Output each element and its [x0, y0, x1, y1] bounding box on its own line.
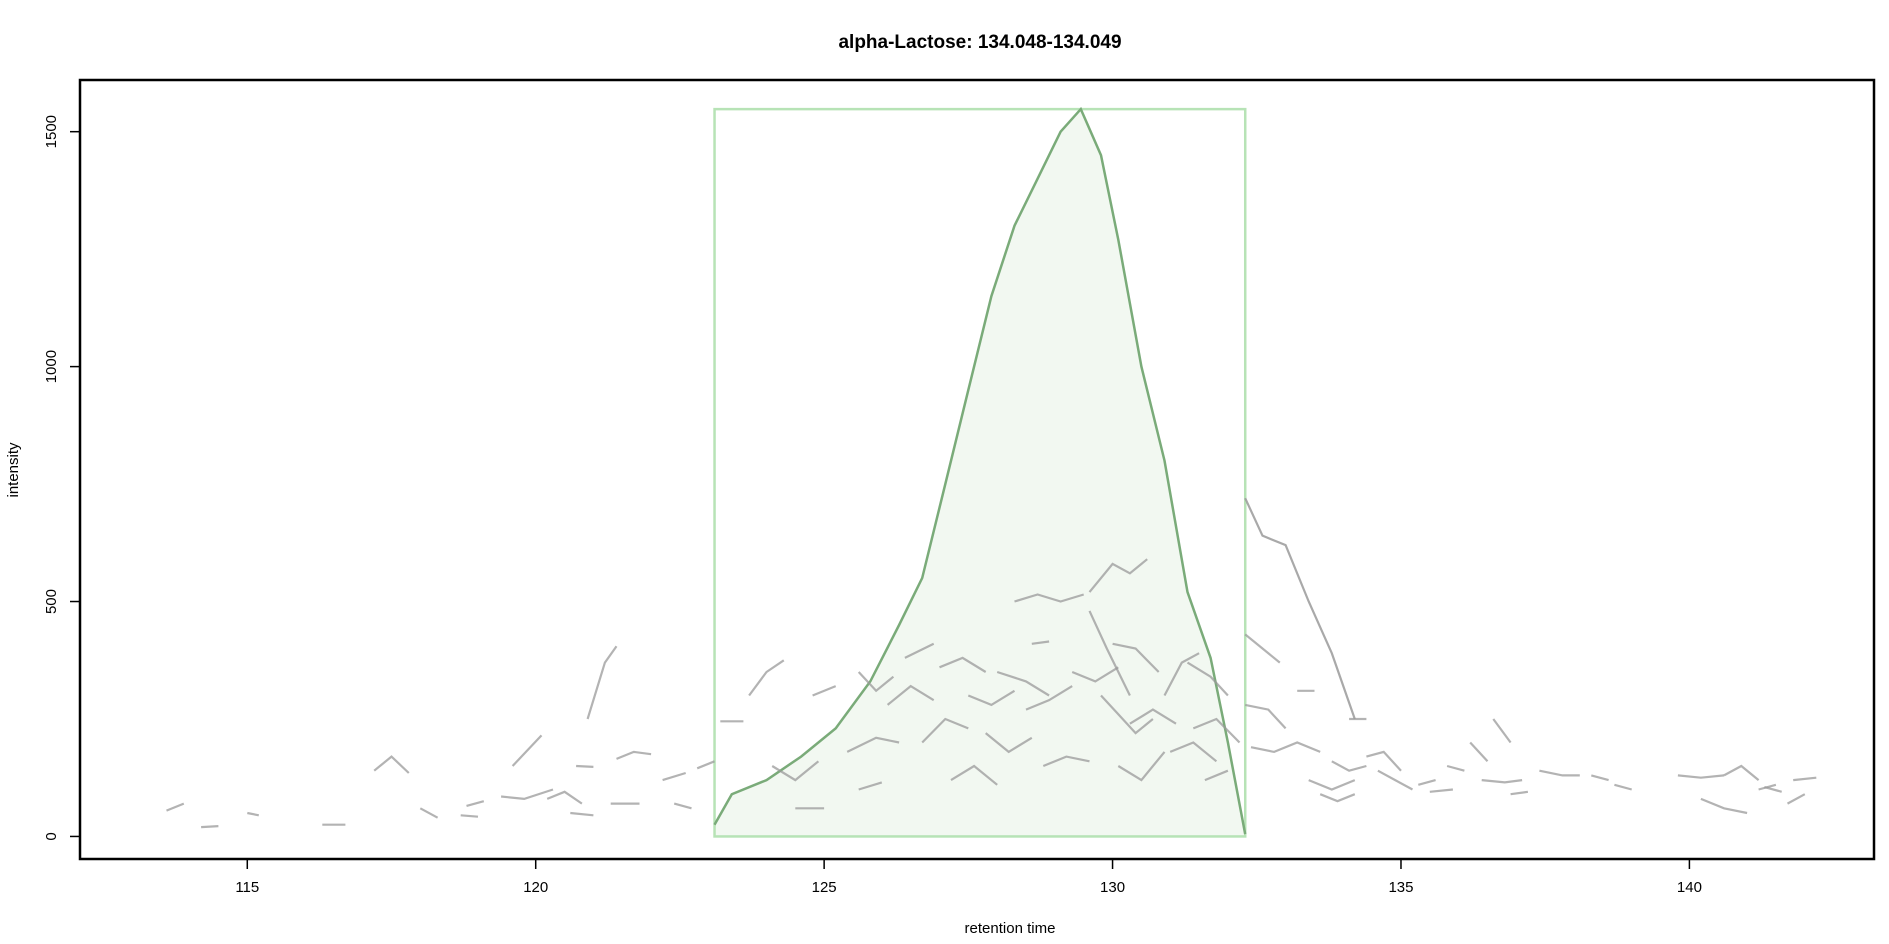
noise-trace	[511, 734, 543, 767]
noise-trace	[996, 670, 1050, 697]
noise-trace	[1244, 703, 1287, 730]
noise-trace	[1031, 640, 1050, 645]
noise-trace	[1163, 652, 1200, 697]
noise-trace	[1677, 774, 1725, 779]
noise-trace	[985, 732, 1033, 754]
noise-trace	[1510, 790, 1529, 796]
x-tick-label: 135	[1388, 879, 1413, 896]
noise-trace	[886, 684, 935, 706]
noise-trace	[1786, 793, 1806, 805]
y-tick-label: 500	[43, 589, 60, 614]
noise-trace	[1088, 610, 1131, 696]
noise-trace	[576, 764, 594, 768]
noise-trace	[1418, 779, 1436, 786]
noise-trace	[419, 807, 439, 819]
peak-line	[713, 106, 1247, 835]
noise-trace	[1446, 764, 1465, 772]
noise-trace	[1088, 558, 1148, 593]
x-tick-label: 115	[235, 879, 259, 896]
noise-trace	[1492, 718, 1512, 744]
noise-trace	[662, 771, 687, 782]
noise-trace	[1366, 750, 1402, 772]
noise-trace	[939, 656, 987, 673]
noise-trace	[460, 814, 479, 818]
noise-trace	[373, 755, 410, 774]
noise-trace	[1204, 769, 1229, 782]
noise-trace	[1014, 593, 1085, 603]
y-tick-label: 1000	[43, 350, 60, 383]
noise-trace	[1100, 694, 1154, 735]
noise-trace	[1469, 741, 1489, 763]
noise-trace	[1793, 776, 1817, 782]
noise-trace	[1112, 642, 1160, 673]
noise-trace	[1186, 661, 1229, 697]
y-tick-label: 0	[43, 832, 60, 840]
x-axis: 115 120 125 130 135 140	[235, 858, 1702, 896]
noise-trace	[1308, 779, 1356, 791]
noise-trace	[466, 800, 485, 807]
noise-trace	[904, 642, 935, 659]
noise-trace	[546, 790, 583, 805]
noise-trace	[1614, 783, 1632, 791]
noise-trace	[1429, 788, 1454, 793]
noise-trace	[201, 825, 219, 829]
noise-trace	[846, 736, 900, 753]
noise-trace	[1319, 793, 1356, 803]
x-tick-label: 120	[523, 879, 548, 896]
noise-trace	[570, 811, 594, 817]
noise-trace	[812, 685, 837, 697]
noise-traces-layer	[166, 497, 1817, 829]
noise-trace	[1129, 708, 1177, 725]
noise-trace	[1723, 764, 1760, 781]
noise-trace	[1192, 717, 1241, 744]
noise-trace	[673, 802, 692, 810]
noise-trace	[1071, 666, 1119, 683]
chart-title: alpha-Lactose: 134.048-134.049	[838, 32, 1121, 53]
noise-trace	[166, 802, 185, 812]
noise-trace	[1042, 755, 1090, 768]
noise-trace	[950, 764, 998, 786]
noise-trace	[771, 760, 820, 782]
noise-trace	[500, 788, 554, 801]
noise-trace	[616, 750, 652, 760]
noise-trace	[857, 671, 895, 693]
noise-trace	[247, 811, 260, 817]
noise-trace	[1331, 760, 1367, 772]
noise-trace	[1764, 786, 1782, 793]
noise-trace	[748, 659, 785, 697]
noise-trace	[921, 717, 969, 744]
tailing-trace	[1244, 497, 1356, 720]
x-tick-label: 130	[1100, 879, 1125, 896]
peak-bounding-box	[713, 107, 1247, 838]
y-axis-label: intensity	[5, 442, 22, 498]
noise-trace	[1117, 751, 1166, 782]
noise-trace	[1539, 769, 1580, 777]
x-tick-label: 140	[1677, 879, 1702, 896]
y-tick-label: 1500	[43, 115, 60, 148]
noise-trace	[1244, 633, 1281, 664]
noise-trace	[1025, 685, 1073, 711]
noise-trace	[1169, 741, 1218, 763]
x-axis-label: retention time	[965, 920, 1056, 937]
noise-trace	[1377, 769, 1414, 791]
noise-trace	[586, 645, 618, 720]
peak-area-layer	[713, 106, 1247, 838]
y-axis: 0 500 1000 1500	[43, 115, 81, 841]
noise-trace	[858, 781, 883, 791]
noise-trace	[1250, 741, 1321, 754]
noise-trace	[967, 689, 1016, 707]
noise-trace	[1481, 779, 1523, 784]
peak-fill	[714, 109, 1246, 837]
noise-trace	[696, 760, 715, 770]
noise-trace	[1700, 797, 1748, 815]
x-tick-label: 125	[812, 879, 837, 896]
noise-trace	[1591, 774, 1609, 782]
